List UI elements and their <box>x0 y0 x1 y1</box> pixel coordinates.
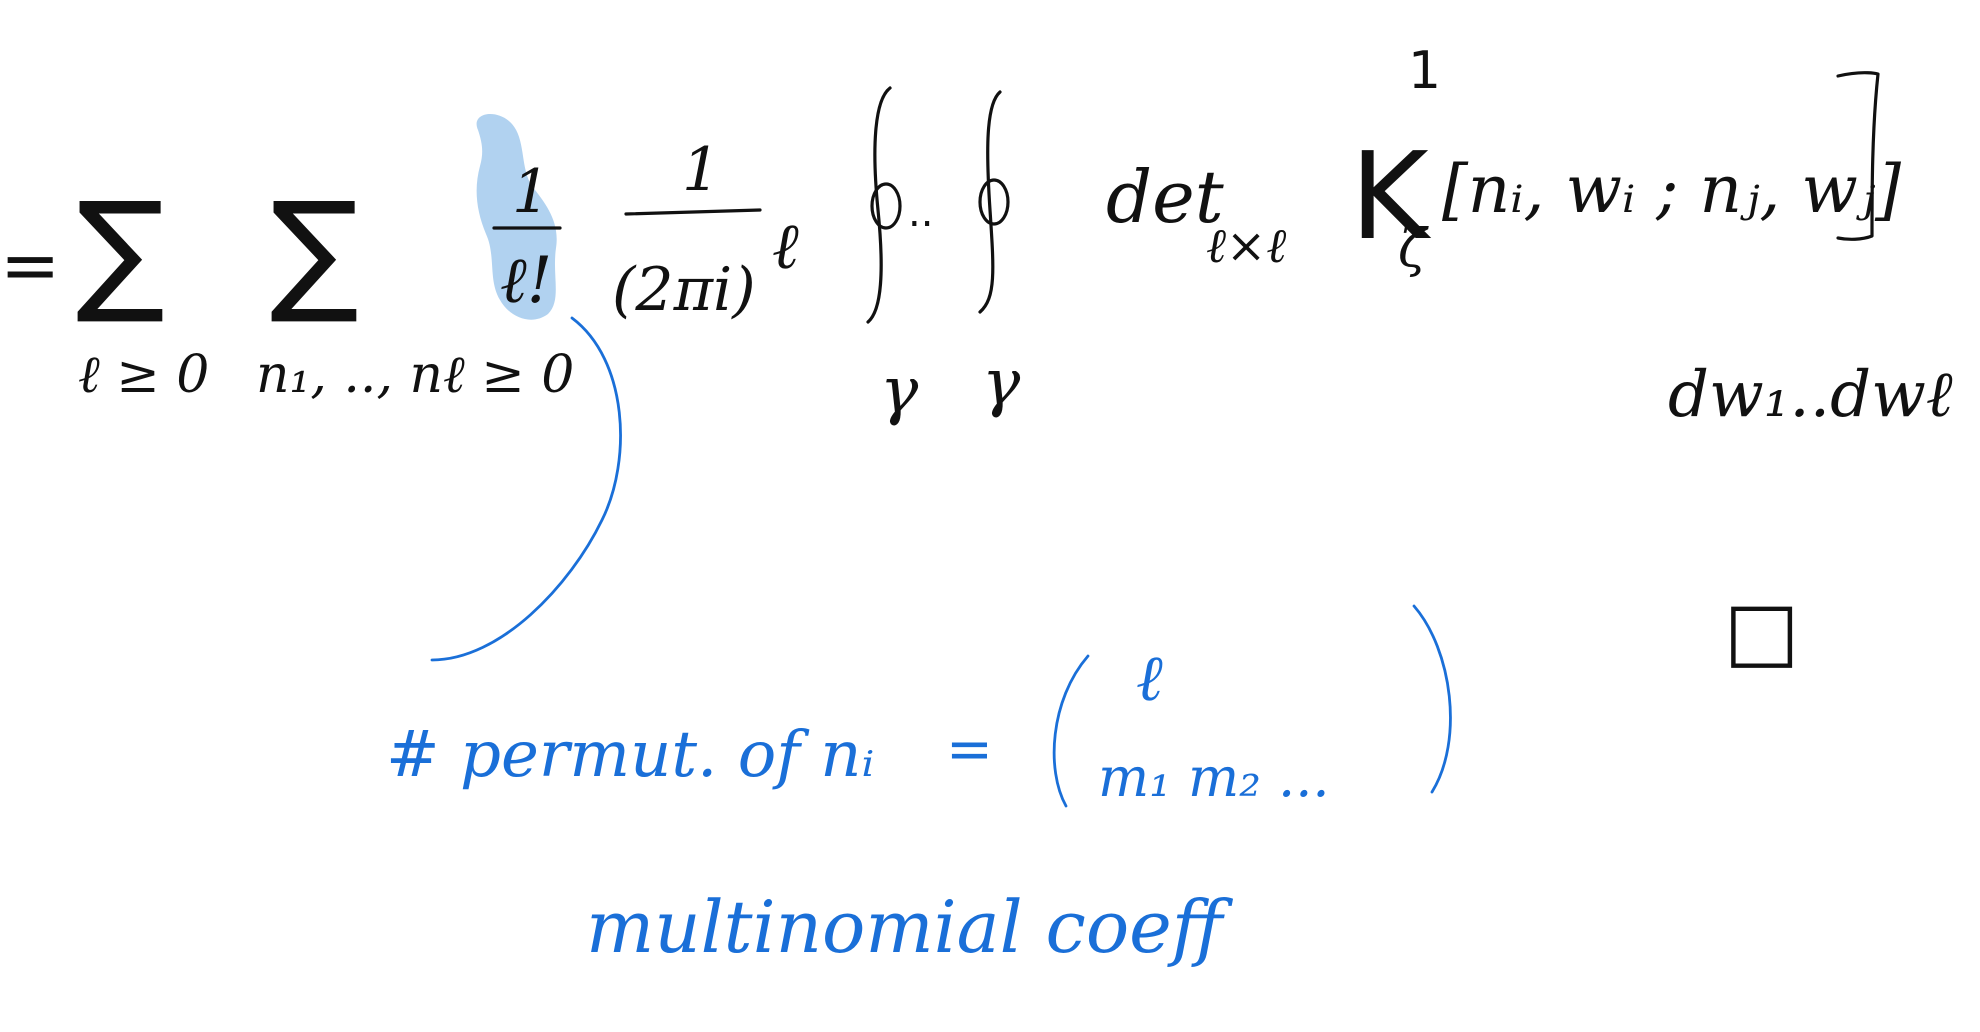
annotation-equals: = <box>946 717 993 782</box>
frac2-exponent: ℓ <box>772 210 799 284</box>
contour-circle-1 <box>870 182 902 230</box>
annotation-line-2: multinomial coeff <box>586 885 1234 969</box>
frac2-numerator: 1 <box>682 135 720 205</box>
contour-circle-2 <box>978 178 1010 226</box>
kernel-superscript: 1 <box>1408 41 1441 101</box>
annotation-line-1: # permut. of nᵢ <box>386 718 874 792</box>
annotation-connector <box>430 316 622 662</box>
equals-sign: = <box>0 223 60 307</box>
qed-box: □ <box>1724 584 1800 677</box>
contour-dots: .. <box>908 190 933 236</box>
sum-symbol-1: ∑ <box>76 174 165 328</box>
contour-integral-1 <box>866 86 892 324</box>
differentials: dw₁..dwℓ <box>1668 358 1953 432</box>
frac2-bar <box>624 208 762 216</box>
binom-bottom: m₁ m₂ ... <box>1098 746 1330 809</box>
kernel-subscript: ζ <box>1398 219 1429 279</box>
det-label: det <box>1106 155 1225 239</box>
contour-label-2: γ <box>982 346 1021 420</box>
binom-left-paren <box>1052 654 1090 808</box>
kernel-letter: K <box>1350 128 1432 267</box>
kernel-closing-bracket <box>1836 71 1880 241</box>
binom-right-paren <box>1412 604 1452 794</box>
frac2-denominator: (2πi) <box>612 255 756 325</box>
contour-integral-2 <box>978 90 1002 314</box>
sum-symbol-2: ∑ <box>270 174 359 328</box>
sum-index-2: n₁, .., nℓ ≥ 0 <box>256 345 574 405</box>
contour-label-1: γ <box>880 354 919 428</box>
sum-index-1: ℓ ≥ 0 <box>78 345 209 405</box>
frac1-numerator: 1 <box>512 157 550 227</box>
binom-top: ℓ <box>1136 642 1163 716</box>
highlight-mark <box>476 113 557 320</box>
det-subscript: ℓ×ℓ <box>1206 218 1286 274</box>
frac1-denominator: ℓ! <box>500 244 552 318</box>
kernel-arguments: [nᵢ, wᵢ ; nⱼ, wⱼ] <box>1442 151 1901 228</box>
